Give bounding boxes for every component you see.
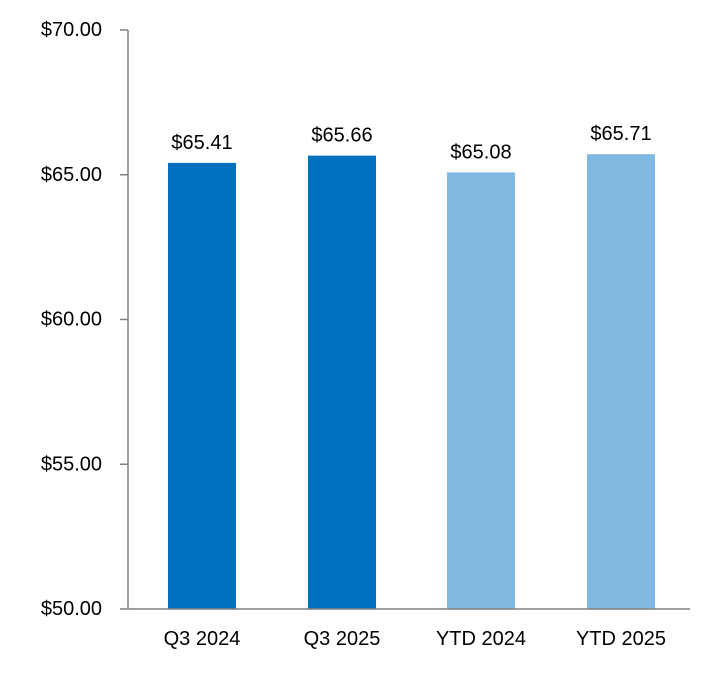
x-axis: Q3 2024 Q3 2025 YTD 2024 YTD 2025 bbox=[128, 608, 690, 650]
y-axis: $50.00 $55.00 $60.00 $65.00 $70.00 bbox=[41, 19, 129, 620]
data-labels: $65.41 $65.66 $65.08 $65.71 bbox=[171, 123, 651, 163]
data-label: $65.71 bbox=[590, 123, 651, 145]
y-tick-label: $55.00 bbox=[41, 453, 102, 475]
bar bbox=[447, 172, 515, 609]
data-label: $65.41 bbox=[171, 132, 232, 154]
x-tick-label: YTD 2025 bbox=[576, 628, 666, 650]
x-tick-label: YTD 2024 bbox=[436, 628, 526, 650]
data-label: $65.66 bbox=[311, 125, 372, 147]
y-tick-label: $70.00 bbox=[41, 19, 102, 41]
y-tick-label: $65.00 bbox=[41, 164, 102, 186]
bars bbox=[168, 154, 655, 609]
x-tick-label: Q3 2025 bbox=[304, 628, 381, 650]
bar bbox=[168, 162, 236, 609]
bar bbox=[308, 155, 376, 609]
data-label: $65.08 bbox=[450, 141, 511, 163]
y-tick-label: $50.00 bbox=[41, 598, 102, 620]
y-tick-label: $60.00 bbox=[41, 309, 102, 331]
x-tick-label: Q3 2024 bbox=[164, 628, 241, 650]
bar bbox=[587, 154, 655, 609]
